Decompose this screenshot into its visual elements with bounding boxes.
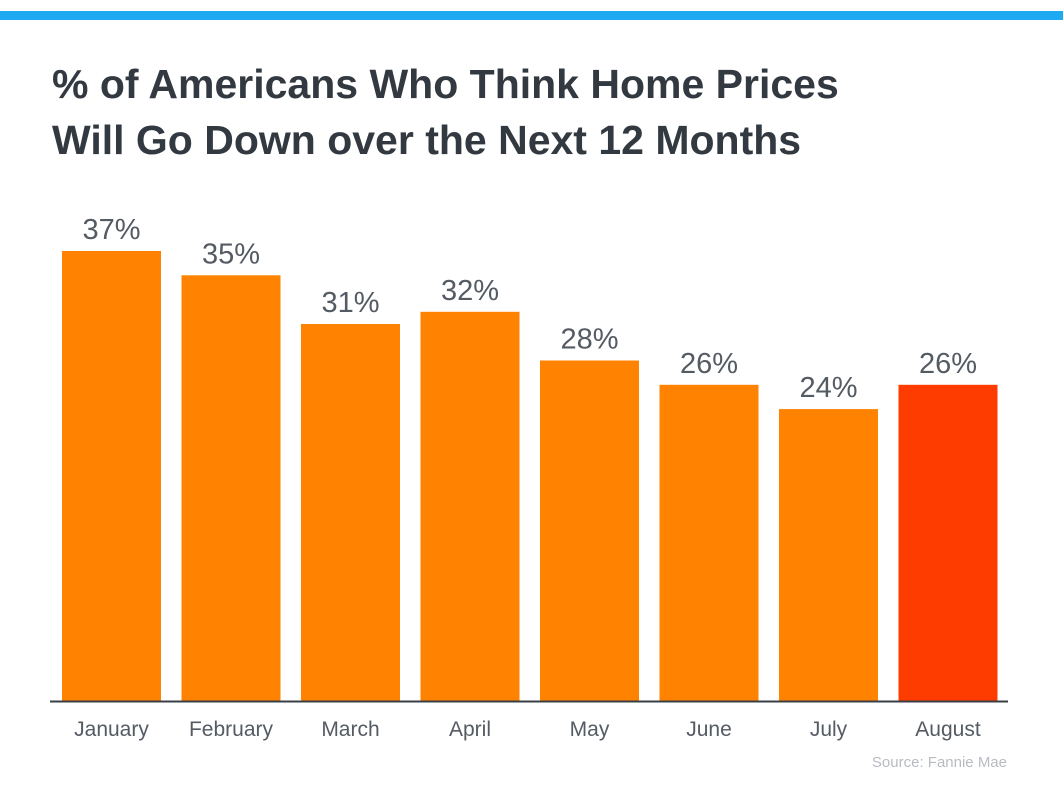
category-label-january: January [74,718,149,741]
category-label-may: May [570,718,610,741]
value-label-february: 35% [202,238,260,270]
value-label-march: 31% [321,287,379,319]
chart-title: % of Americans Who Think Home Prices Wil… [52,56,1032,168]
bar-january [62,251,161,701]
value-label-june: 26% [680,348,738,380]
category-label-april: April [449,718,491,741]
bar-april [420,311,520,701]
category-label-july: July [810,718,848,741]
value-label-may: 28% [560,324,618,356]
value-label-august: 26% [919,348,977,380]
category-label-march: March [321,718,379,741]
bar-june [659,384,759,701]
category-label-june: June [686,718,732,741]
top-accent-bar [0,11,1063,20]
value-label-january: 37% [82,214,140,246]
bar-may [540,360,639,701]
bar-march [301,324,400,701]
bar-july [779,409,878,701]
chart-title-line-2: Will Go Down over the Next 12 Months [52,117,802,163]
category-label-february: February [189,718,274,741]
value-label-april: 32% [441,275,499,307]
chart-title-line-1: % of Americans Who Think Home Prices [52,61,839,107]
source-note: Source: Fannie Mae [871,754,1007,771]
bar-february [181,275,281,701]
bar-august [898,384,998,701]
category-label-august: August [915,718,981,741]
value-label-july: 24% [799,372,857,404]
